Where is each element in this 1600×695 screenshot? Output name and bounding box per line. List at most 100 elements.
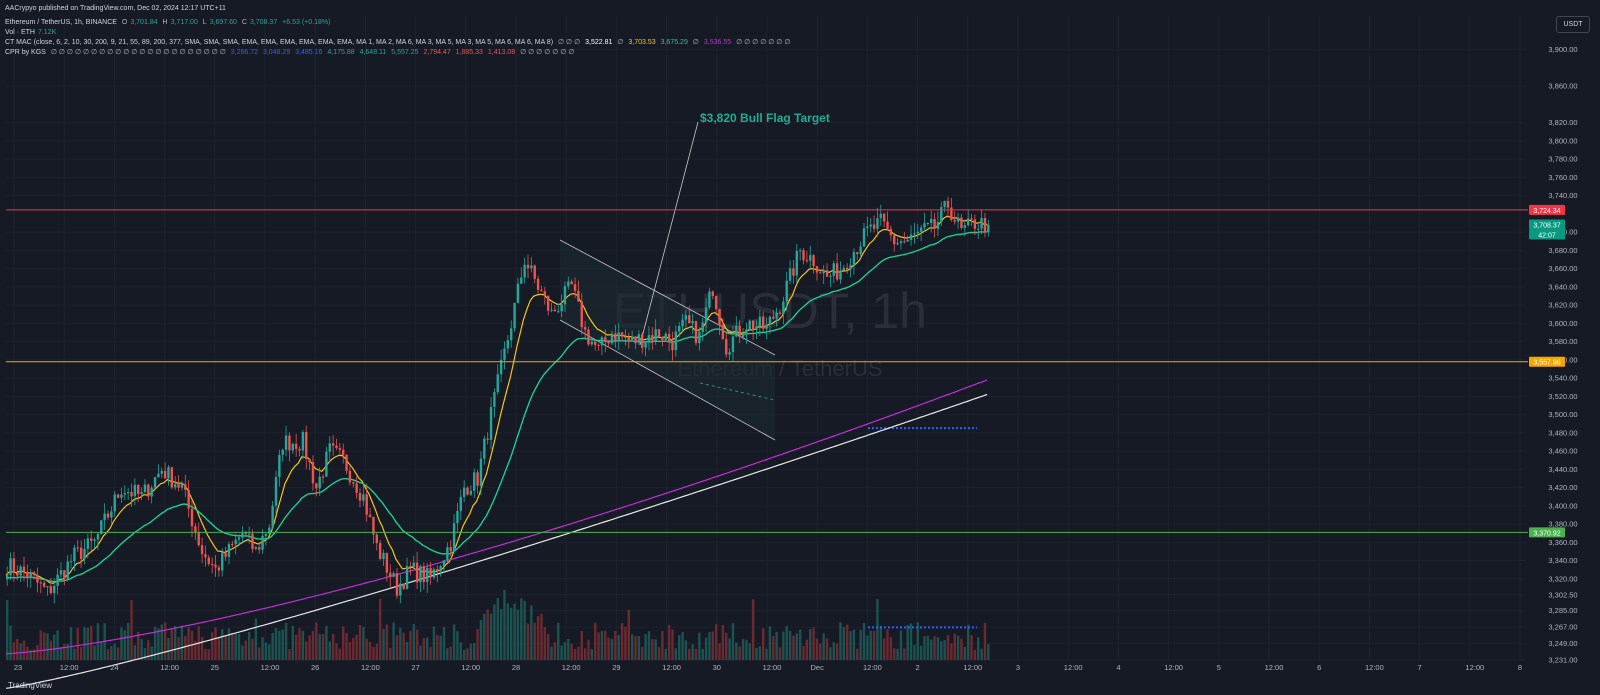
price-tick-label: 3,820.00: [1548, 118, 1577, 127]
candle: [19, 566, 22, 576]
candle: [180, 484, 184, 488]
candle: [399, 583, 402, 596]
price-badge-label: 3,370.92: [1533, 530, 1560, 537]
volume-bar: [923, 636, 926, 660]
ct-mac-label[interactable]: CT MAC (close, 6, 2, 10, 30, 200, 9, 21,…: [5, 39, 554, 46]
volume-bar: [694, 648, 698, 660]
time-tick-label: 24: [110, 663, 118, 672]
candle: [251, 533, 254, 549]
candle: [590, 341, 594, 345]
candle: [389, 572, 392, 577]
volume-bar: [530, 605, 533, 660]
price-tick-label: 3,600.00: [1548, 319, 1577, 328]
candle: [523, 264, 526, 278]
candle: [728, 352, 731, 355]
candle: [241, 533, 244, 538]
cpr-value-7: 2,794.47: [423, 49, 451, 56]
volume-bar: [180, 625, 184, 660]
candle: [12, 558, 16, 573]
price-tick-label: 3,285.00: [1548, 606, 1577, 615]
candle: [385, 552, 389, 573]
volume-bar: [563, 642, 567, 660]
volume-bar: [721, 624, 725, 660]
candle: [889, 228, 893, 236]
drawings[interactable]: [559, 121, 977, 629]
change-value: +6.53 (+0.18%): [282, 19, 331, 26]
volume-bar: [355, 634, 358, 660]
volume-bar: [194, 640, 197, 660]
symbol-name[interactable]: Ethereum / TetherUS, 1h, BINANCE: [5, 19, 117, 26]
volume-bar: [395, 635, 399, 660]
time-tick-label: 12:00: [361, 663, 380, 672]
volume-bar: [573, 649, 577, 660]
volume-bar: [671, 629, 674, 660]
volume-bar: [426, 637, 429, 660]
volume-bar: [822, 633, 825, 660]
candle: [264, 533, 268, 537]
volume-bar: [802, 646, 805, 660]
candle: [130, 492, 133, 497]
candle: [331, 443, 335, 446]
volume-bar: [412, 623, 415, 660]
volume-bar: [93, 645, 96, 660]
volume-bar: [46, 633, 49, 660]
time-tick-label: 6: [1317, 663, 1321, 672]
volume-bar: [110, 646, 113, 660]
volume-bar: [580, 630, 583, 660]
volume-bar: [630, 634, 634, 660]
candle: [486, 438, 489, 440]
candle: [909, 234, 913, 240]
time-tick-label: 26: [311, 663, 319, 672]
volume-bar: [305, 641, 308, 660]
volume-bar: [204, 648, 207, 660]
cpr-legend[interactable]: CPR by KGS ∅ ∅ ∅ ∅ ∅ ∅ ∅ ∅ ∅ ∅ ∅ ∅ ∅ ∅ ∅…: [5, 48, 577, 57]
candle: [684, 315, 688, 320]
volume-bar: [785, 626, 788, 660]
candle: [607, 341, 610, 344]
price-badge: [1529, 527, 1565, 538]
candle: [583, 327, 587, 330]
volume-bar: [214, 627, 217, 660]
candle: [426, 567, 429, 583]
candle: [620, 332, 624, 337]
price-axis[interactable]: 3,900.00 3,860.00 3,820.00 3,800.00 3,780.00…: [1529, 45, 1578, 665]
volume-bar: [29, 649, 32, 660]
candle: [281, 449, 284, 455]
candle: [933, 218, 936, 229]
ct-mac-legend[interactable]: CT MAC (close, 6, 2, 10, 30, 200, 9, 21,…: [5, 38, 793, 47]
time-tick-label: 23: [14, 663, 22, 672]
price-tick-label: 3,440.00: [1548, 465, 1577, 474]
candle: [580, 301, 583, 328]
volume-bar: [510, 607, 513, 660]
volume-bar: [795, 633, 798, 660]
time-tick-label: 12:00: [763, 663, 782, 672]
candle: [348, 470, 352, 483]
volume-bar: [520, 598, 523, 660]
cpr-label[interactable]: CPR by KGS: [5, 49, 46, 56]
candle: [664, 333, 667, 341]
volume-bar: [768, 626, 772, 660]
candle: [832, 263, 835, 276]
candle: [123, 493, 126, 495]
candle: [614, 333, 617, 341]
volume-bar: [9, 625, 12, 660]
candle: [294, 443, 298, 449]
time-tick-label: 12:00: [1365, 663, 1384, 672]
volume-bar: [167, 638, 170, 660]
currency-button[interactable]: USDT: [1556, 16, 1590, 33]
symbol-legend[interactable]: Ethereum / TetherUS, 1h, BINANCE O 3,701.…: [5, 18, 333, 27]
volume-bar: [56, 630, 59, 660]
high-value: 3,717.00: [170, 19, 198, 26]
candle: [473, 472, 476, 491]
candle: [83, 548, 86, 560]
volume-bar: [133, 645, 137, 660]
volume-legend[interactable]: Vol · ETH 7.12K: [5, 28, 59, 37]
bull-flag-target-label[interactable]: $3,820 Bull Flag Target: [700, 111, 830, 125]
volume-bar: [765, 648, 768, 660]
candle: [785, 280, 788, 302]
volume-label[interactable]: Vol · ETH: [5, 29, 35, 36]
time-axis[interactable]: 23 12:00 24 12:00 25 12:00 26 12:00 27 12:00 28 12:…: [14, 663, 1522, 672]
horizontal-levels[interactable]: [6, 209, 1528, 533]
candle: [983, 217, 987, 233]
